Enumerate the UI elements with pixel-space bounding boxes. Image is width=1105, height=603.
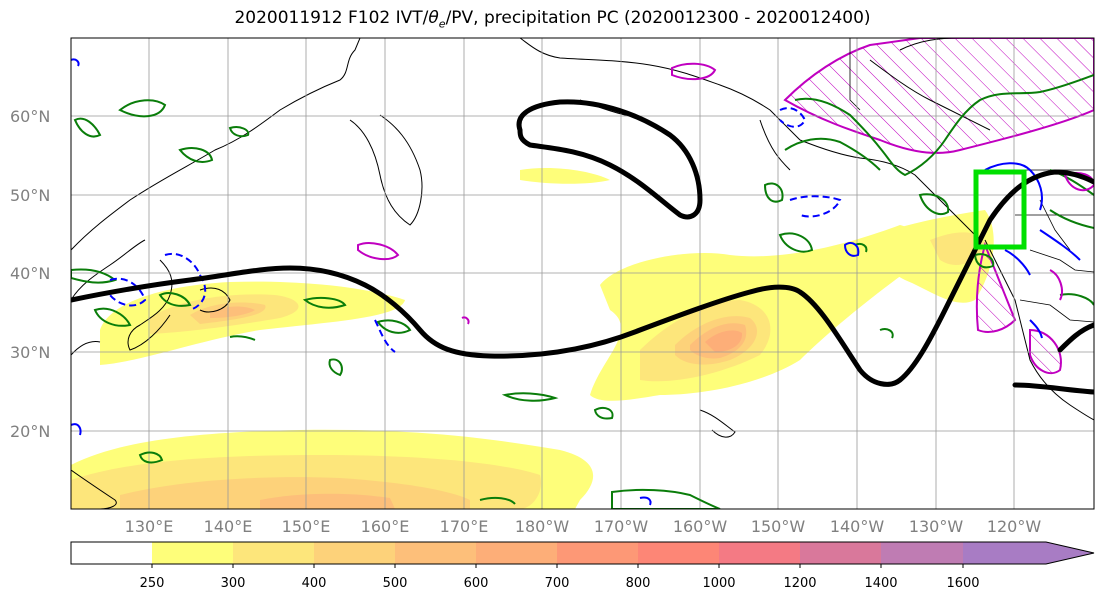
lat-label-40n: 40°N [10,264,51,283]
precipitation-shading [71,168,994,509]
lon-label-130w: 130°W [908,517,964,536]
colorbar [70,541,1095,568]
lon-label-140e: 140°E [203,517,253,536]
colorbar-swatch-2 [233,542,315,564]
lon-label-170e: 170°E [439,517,489,536]
colorbar-outline [70,541,1095,565]
gridlines [71,38,1094,509]
lon-label-180w: 180°W [514,517,570,536]
colorbar-swatch-10 [881,542,963,564]
colorbar-swatch-0 [71,542,153,564]
colorbar-label-1200: 1200 [783,576,817,591]
lon-label-150e: 150°E [281,517,331,536]
lon-label-160e: 160°E [360,517,410,536]
colorbar-label-1600: 1600 [946,576,980,591]
lon-label-160w: 160°W [672,517,728,536]
colorbar-label-1400: 1400 [864,576,898,591]
lat-label-50n: 50°N [10,186,51,205]
colorbar-label-500: 500 [382,576,408,591]
colorbar-swatch-3 [314,542,396,564]
lat-label-20n: 20°N [10,422,51,441]
ivt-contour [71,99,1094,395]
target-region-box [973,169,1027,250]
colorbar-swatch-5 [476,542,558,564]
map-frame [70,37,1095,510]
colorbar-label-400: 400 [301,576,327,591]
green-contours [71,74,1094,509]
colorbar-label-600: 600 [463,576,489,591]
colorbar-swatch-1 [152,542,234,564]
colorbar-swatch-6 [557,542,639,564]
colorbar-label-800: 800 [625,576,651,591]
colorbar-swatch-9 [800,542,882,564]
colorbar-label-1000: 1000 [702,576,736,591]
colorbar-swatch-8 [719,542,801,564]
colorbar-label-300: 300 [220,576,246,591]
colorbar-label-250: 250 [139,576,165,591]
lon-label-170w: 170°W [593,517,649,536]
colorbar-swatch-4 [395,542,477,564]
lon-label-140w: 140°W [829,517,885,536]
colorbar-label-700: 700 [544,576,570,591]
lat-label-30n: 30°N [10,343,51,362]
lon-label-150w: 150°W [750,517,806,536]
lon-label-120w: 120°W [986,517,1042,536]
blue-contours [71,58,1081,506]
colorbar-swatch-7 [638,542,720,564]
colorbar-extend-arrow [963,542,1094,564]
page-title: 2020011912 F102 IVT/θe/PV, precipitation… [234,8,871,31]
lon-label-130e: 130°E [124,517,174,536]
lat-label-60n: 60°N [10,107,51,126]
